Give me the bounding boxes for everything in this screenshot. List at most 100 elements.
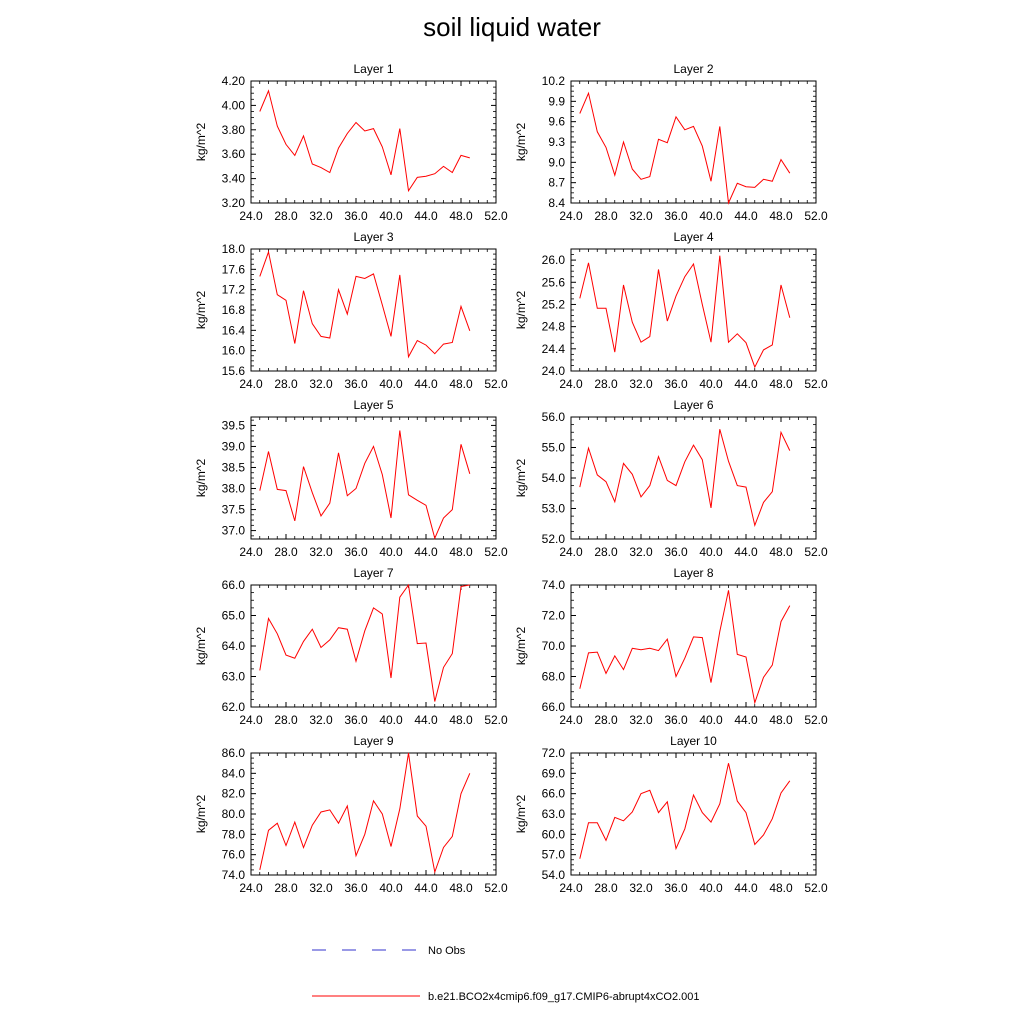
x-tick-label: 28.0	[274, 713, 298, 727]
x-tick-label: 24.0	[559, 209, 583, 223]
x-tick-label: 44.0	[414, 713, 438, 727]
y-tick-label: 69.0	[542, 766, 566, 780]
x-tick-label: 52.0	[484, 545, 508, 559]
y-tick-label: 25.2	[542, 297, 566, 311]
y-tick-label: 15.6	[222, 364, 246, 378]
y-tick-label: 74.0	[222, 868, 246, 882]
x-tick-label: 48.0	[769, 209, 793, 223]
y-tick-label: 52.0	[542, 532, 566, 546]
panel-title: Layer 7	[353, 566, 393, 580]
y-tick-label: 3.40	[222, 172, 246, 186]
y-tick-label: 54.0	[542, 868, 566, 882]
x-tick-label: 36.0	[344, 377, 368, 391]
x-tick-label: 36.0	[664, 881, 688, 895]
y-tick-label: 63.0	[222, 670, 246, 684]
panel-layer-8: Layer 8 kg/m^2 24.0 28.0 32.0 36.0 40.0 44.0 48.…	[514, 566, 828, 727]
x-tick-label: 24.0	[239, 713, 263, 727]
y-tick-label: 24.4	[542, 342, 566, 356]
x-tick-label: 28.0	[594, 881, 618, 895]
y-tick-label: 8.4	[548, 196, 565, 210]
x-tick-label: 32.0	[629, 209, 653, 223]
y-tick-label: 38.5	[222, 460, 246, 474]
y-tick-label: 3.20	[222, 196, 246, 210]
y-tick-label: 24.0	[542, 364, 566, 378]
plot-frame	[570, 584, 817, 708]
y-axis-label: kg/m^2	[514, 795, 528, 834]
panel-layer-4: Layer 4 kg/m^2 24.0 28.0 32.0 36.0 40.0 44.0 48.…	[514, 230, 828, 391]
x-tick-label: 36.0	[344, 713, 368, 727]
panel-title: Layer 6	[673, 398, 713, 412]
series-line	[579, 91, 791, 205]
x-tick-label: 36.0	[664, 209, 688, 223]
legend: No Obs b.e21.BCO2x4cmip6.f09_g17.CMIP6-ab…	[312, 945, 700, 1003]
x-tick-label: 28.0	[594, 545, 618, 559]
y-tick-label: 56.0	[542, 410, 566, 424]
x-tick-label: 28.0	[274, 881, 298, 895]
x-tick-label: 36.0	[664, 545, 688, 559]
panel-title: Layer 10	[670, 734, 717, 748]
x-tick-label: 32.0	[629, 377, 653, 391]
plot-frame	[250, 416, 497, 540]
y-tick-label: 82.0	[222, 787, 246, 801]
y-tick-label: 62.0	[222, 700, 246, 714]
x-tick-label: 48.0	[449, 545, 473, 559]
panel-layer-5: Layer 5 kg/m^2 24.0 28.0 32.0 36.0 40.0 44.0 48.…	[194, 398, 508, 559]
panel-title: Layer 9	[353, 734, 393, 748]
x-tick-label: 24.0	[239, 377, 263, 391]
x-tick-label: 40.0	[699, 545, 723, 559]
y-tick-label: 74.0	[542, 578, 566, 592]
x-tick-label: 52.0	[804, 377, 828, 391]
x-tick-label: 40.0	[379, 209, 403, 223]
y-axis-label: kg/m^2	[194, 795, 208, 834]
plot-frame	[570, 80, 817, 204]
x-tick-label: 28.0	[274, 545, 298, 559]
y-tick-label: 16.8	[222, 303, 246, 317]
y-tick-label: 66.0	[542, 787, 566, 801]
y-tick-label: 86.0	[222, 746, 246, 760]
x-tick-label: 24.0	[559, 377, 583, 391]
y-tick-label: 3.60	[222, 147, 246, 161]
x-tick-label: 44.0	[734, 713, 758, 727]
x-tick-label: 44.0	[734, 209, 758, 223]
y-tick-label: 60.0	[542, 827, 566, 841]
x-tick-label: 32.0	[309, 545, 333, 559]
x-tick-label: 48.0	[449, 377, 473, 391]
y-tick-label: 39.5	[222, 418, 246, 432]
x-tick-label: 48.0	[449, 209, 473, 223]
y-tick-label: 9.9	[548, 94, 565, 108]
y-tick-label: 16.0	[222, 344, 246, 358]
plot-frame	[570, 248, 817, 372]
x-tick-label: 24.0	[239, 881, 263, 895]
y-tick-label: 39.0	[222, 439, 246, 453]
x-tick-label: 40.0	[379, 377, 403, 391]
y-tick-label: 80.0	[222, 807, 246, 821]
x-tick-label: 52.0	[484, 881, 508, 895]
panel-layer-6: Layer 6 kg/m^2 24.0 28.0 32.0 36.0 40.0 44.0 48.…	[514, 398, 828, 559]
x-tick-label: 48.0	[769, 545, 793, 559]
panel-title: Layer 2	[673, 62, 713, 76]
y-axis-label: kg/m^2	[194, 627, 208, 666]
y-tick-label: 17.2	[222, 283, 246, 297]
panel-title: Layer 4	[673, 230, 713, 244]
figure-title: soil liquid water	[423, 12, 601, 42]
x-tick-label: 32.0	[629, 713, 653, 727]
x-tick-label: 52.0	[484, 209, 508, 223]
panel-title: Layer 3	[353, 230, 393, 244]
x-tick-label: 52.0	[804, 209, 828, 223]
x-tick-label: 52.0	[804, 713, 828, 727]
series-line	[259, 583, 470, 702]
plot-frame	[250, 80, 497, 204]
y-axis-label: kg/m^2	[514, 627, 528, 666]
x-tick-label: 44.0	[734, 377, 758, 391]
series-line	[579, 255, 791, 369]
y-tick-label: 16.4	[222, 323, 246, 337]
plot-frame	[570, 416, 817, 540]
panel-layer-1: Layer 1 kg/m^2 24.0 28.0 32.0 36.0 40.0 44.0 48.…	[194, 62, 508, 223]
plot-frame	[570, 752, 817, 876]
x-tick-label: 40.0	[699, 377, 723, 391]
y-tick-label: 9.0	[548, 155, 565, 169]
x-tick-label: 44.0	[414, 545, 438, 559]
y-axis-label: kg/m^2	[194, 291, 208, 330]
x-tick-label: 36.0	[344, 545, 368, 559]
